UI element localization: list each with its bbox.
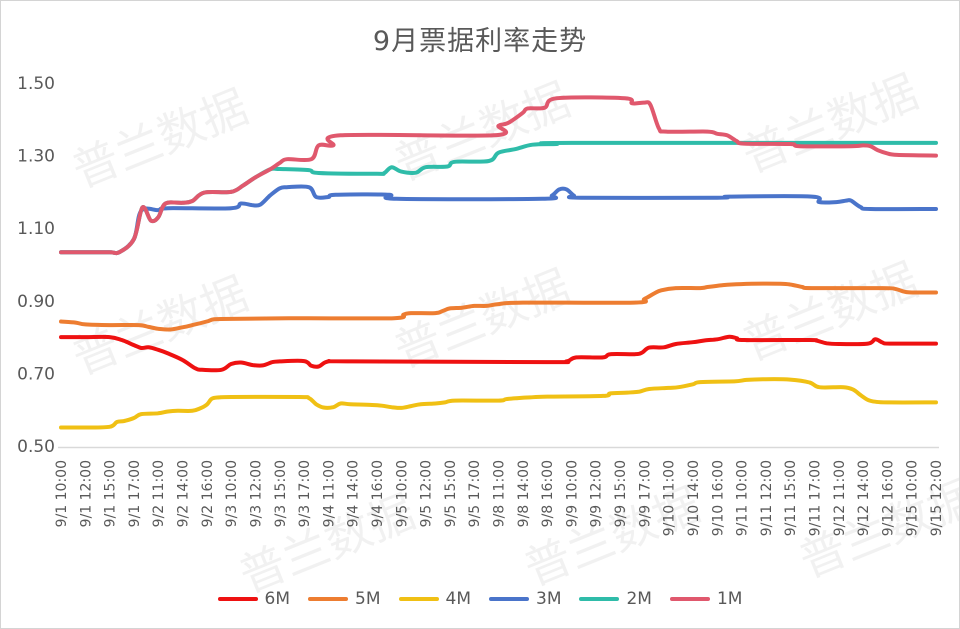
- legend-label: 4M: [445, 589, 471, 609]
- legend-label: 2M: [626, 589, 652, 609]
- legend-label: 5M: [355, 589, 381, 609]
- y-axis-label: 1.50: [17, 74, 55, 94]
- y-axis-label: 0.90: [17, 292, 55, 312]
- x-axis-label: 9/3 15:00: [273, 460, 289, 527]
- x-axis-label: 9/9 12:00: [589, 460, 605, 527]
- legend-label: 6M: [264, 589, 291, 609]
- x-axis-label: 9/10 11:00: [662, 460, 678, 536]
- series-line-3m: [59, 184, 938, 256]
- series-line-6m: [59, 334, 938, 373]
- legend: 6M 5M 4M 3M 2M 1M: [1, 587, 959, 611]
- x-axis-label: 9/12 11:00: [832, 460, 848, 536]
- x-axis-label: 9/10 14:00: [686, 460, 702, 536]
- x-axis-label: 9/11 17:00: [807, 460, 823, 536]
- x-axis-label: 9/1 12:00: [78, 460, 94, 527]
- legend-swatch-2m: [579, 597, 620, 601]
- x-axis-label: 9/3 10:00: [224, 460, 240, 527]
- series-line-4m: [59, 377, 938, 430]
- x-axis-label: 9/1 17:00: [127, 460, 143, 527]
- x-axis-label: 9/8 16:00: [540, 460, 556, 527]
- x-axis-label: 9/10 16:00: [710, 460, 726, 536]
- x-axis-label: 9/5 12:00: [419, 460, 435, 527]
- legend-swatch-1m: [669, 597, 710, 601]
- legend-item-3m: 3M: [489, 587, 561, 611]
- x-axis-label: 9/12 14:00: [856, 460, 872, 536]
- legend-label: 3M: [536, 589, 562, 609]
- x-axis-label: 9/15 10:00: [905, 460, 921, 536]
- y-axis-label: 0.50: [17, 437, 55, 457]
- series-line-1m: [59, 95, 938, 256]
- legend-item-1m: 1M: [669, 587, 743, 611]
- x-axis-label: 9/4 16:00: [370, 460, 386, 527]
- x-axis-label: 9/9 17:00: [637, 460, 653, 527]
- x-axis-label: 9/8 14:00: [516, 460, 532, 527]
- series-line-5m: [59, 281, 938, 332]
- x-axis-label: 9/9 15:00: [613, 460, 629, 527]
- x-axis-label: 9/11 12:00: [759, 460, 775, 536]
- x-axis-label: 9/2 11:00: [151, 460, 167, 527]
- x-axis-label: 9/1 15:00: [103, 460, 119, 527]
- x-axis-label: 9/4 14:00: [346, 460, 362, 527]
- legend-item-6m: 6M: [217, 587, 291, 611]
- chart-title: 9月票据利率走势: [372, 26, 588, 57]
- y-axis-label: 0.70: [17, 364, 55, 384]
- x-axis-label: 9/3 12:00: [248, 460, 264, 527]
- legend-item-4m: 4M: [398, 587, 471, 611]
- legend-item-2m: 2M: [579, 587, 652, 611]
- x-axis-label: 9/12 16:00: [880, 460, 896, 536]
- x-axis-label: 9/9 10:00: [564, 460, 580, 527]
- x-axis-label: 9/3 17:00: [297, 460, 313, 527]
- x-axis-label: 9/5 17:00: [467, 460, 483, 527]
- legend-swatch-4m: [398, 597, 439, 601]
- x-axis-label: 9/2 14:00: [176, 460, 192, 527]
- legend-swatch-5m: [308, 597, 349, 601]
- x-axis-label: 9/5 10:00: [394, 460, 410, 527]
- x-axis-label: 9/11 15:00: [783, 460, 799, 536]
- legend-swatch-6m: [217, 597, 258, 601]
- x-axis-label: 9/15 12:00: [929, 460, 945, 536]
- x-axis-label: 9/1 10:00: [54, 460, 70, 527]
- y-axis-label: 1.30: [17, 147, 55, 167]
- x-axis-label: 9/4 11:00: [321, 460, 337, 527]
- x-axis-label: 9/8 11:00: [492, 460, 508, 527]
- x-axis-label: 9/11 10:00: [735, 460, 751, 536]
- x-axis-label: 9/5 15:00: [443, 460, 459, 527]
- y-axis-label: 1.10: [17, 219, 55, 239]
- legend-label: 1M: [716, 589, 743, 609]
- legend-item-5m: 5M: [308, 587, 381, 611]
- legend-swatch-3m: [489, 597, 529, 601]
- x-axis-label: 9/2 16:00: [200, 460, 216, 527]
